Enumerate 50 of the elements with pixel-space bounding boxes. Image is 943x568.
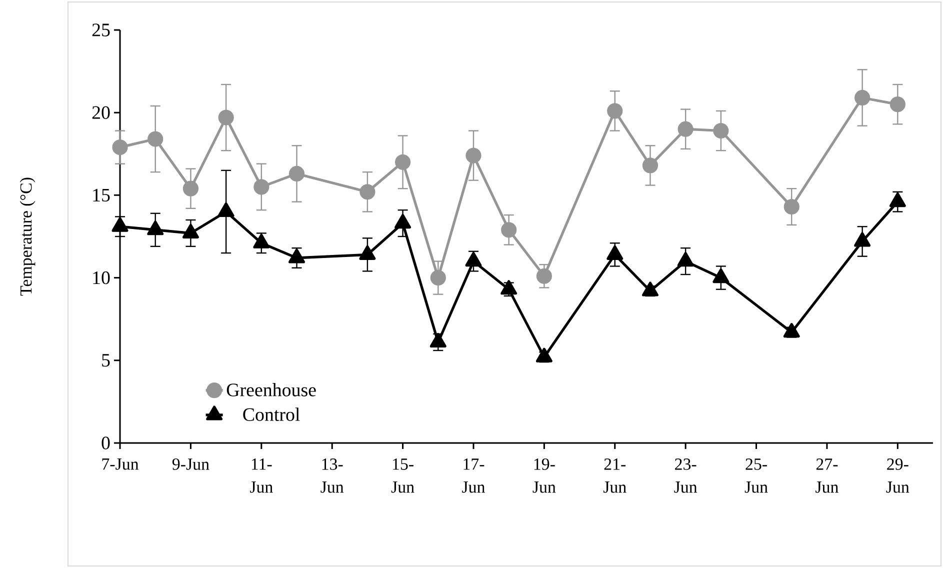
point <box>677 252 694 267</box>
point <box>218 110 234 126</box>
x-tick-label: 9-Jun <box>172 458 210 470</box>
x-tick-label: 11-Jun <box>250 458 273 493</box>
x-tick-label: 15-Jun <box>391 458 414 493</box>
point <box>430 332 446 348</box>
point <box>783 323 800 338</box>
point <box>182 224 199 238</box>
point <box>713 122 729 139</box>
point <box>501 222 517 238</box>
legend-label: Control <box>243 408 300 421</box>
point <box>784 198 800 215</box>
x-tick-label: 19-Jun <box>532 458 556 493</box>
y-tick-label: 5 <box>102 354 110 367</box>
point <box>394 214 412 229</box>
x-tick-label: 21-Jun <box>603 458 626 493</box>
point <box>854 90 870 106</box>
x-tick-label: 7-Jun <box>102 458 139 470</box>
point <box>182 180 199 196</box>
x-tick-label: 17-Jun <box>462 458 485 493</box>
point <box>642 158 658 174</box>
point <box>678 121 694 137</box>
point <box>890 96 906 112</box>
point <box>607 103 623 119</box>
point <box>466 148 482 164</box>
point <box>642 282 658 296</box>
y-tick-label: 10 <box>93 271 110 284</box>
y-tick-label: 25 <box>92 24 110 36</box>
point <box>288 166 305 182</box>
x-tick-label: 29-Jun <box>886 458 910 493</box>
x-tick-label: 25-Jun <box>744 458 768 493</box>
y-tick-label: 15 <box>93 188 110 202</box>
point <box>360 184 376 200</box>
x-tick-label: 23-Jun <box>674 458 698 493</box>
x-tick-label: 13-Jun <box>320 458 344 493</box>
x-tick-label: 27-Jun <box>816 458 838 493</box>
point <box>359 245 376 260</box>
point <box>394 154 411 170</box>
point <box>112 139 128 156</box>
point <box>254 179 270 195</box>
y-axis-title: Temperature (°C) <box>20 178 36 296</box>
point <box>218 202 234 218</box>
y-tick-label: 20 <box>92 106 110 119</box>
point <box>500 280 518 295</box>
legend-label: Greenhouse <box>226 383 316 396</box>
point <box>536 348 552 362</box>
y-tick-label: 0 <box>102 436 110 450</box>
point <box>148 131 164 147</box>
point <box>147 220 164 236</box>
point <box>854 232 871 247</box>
